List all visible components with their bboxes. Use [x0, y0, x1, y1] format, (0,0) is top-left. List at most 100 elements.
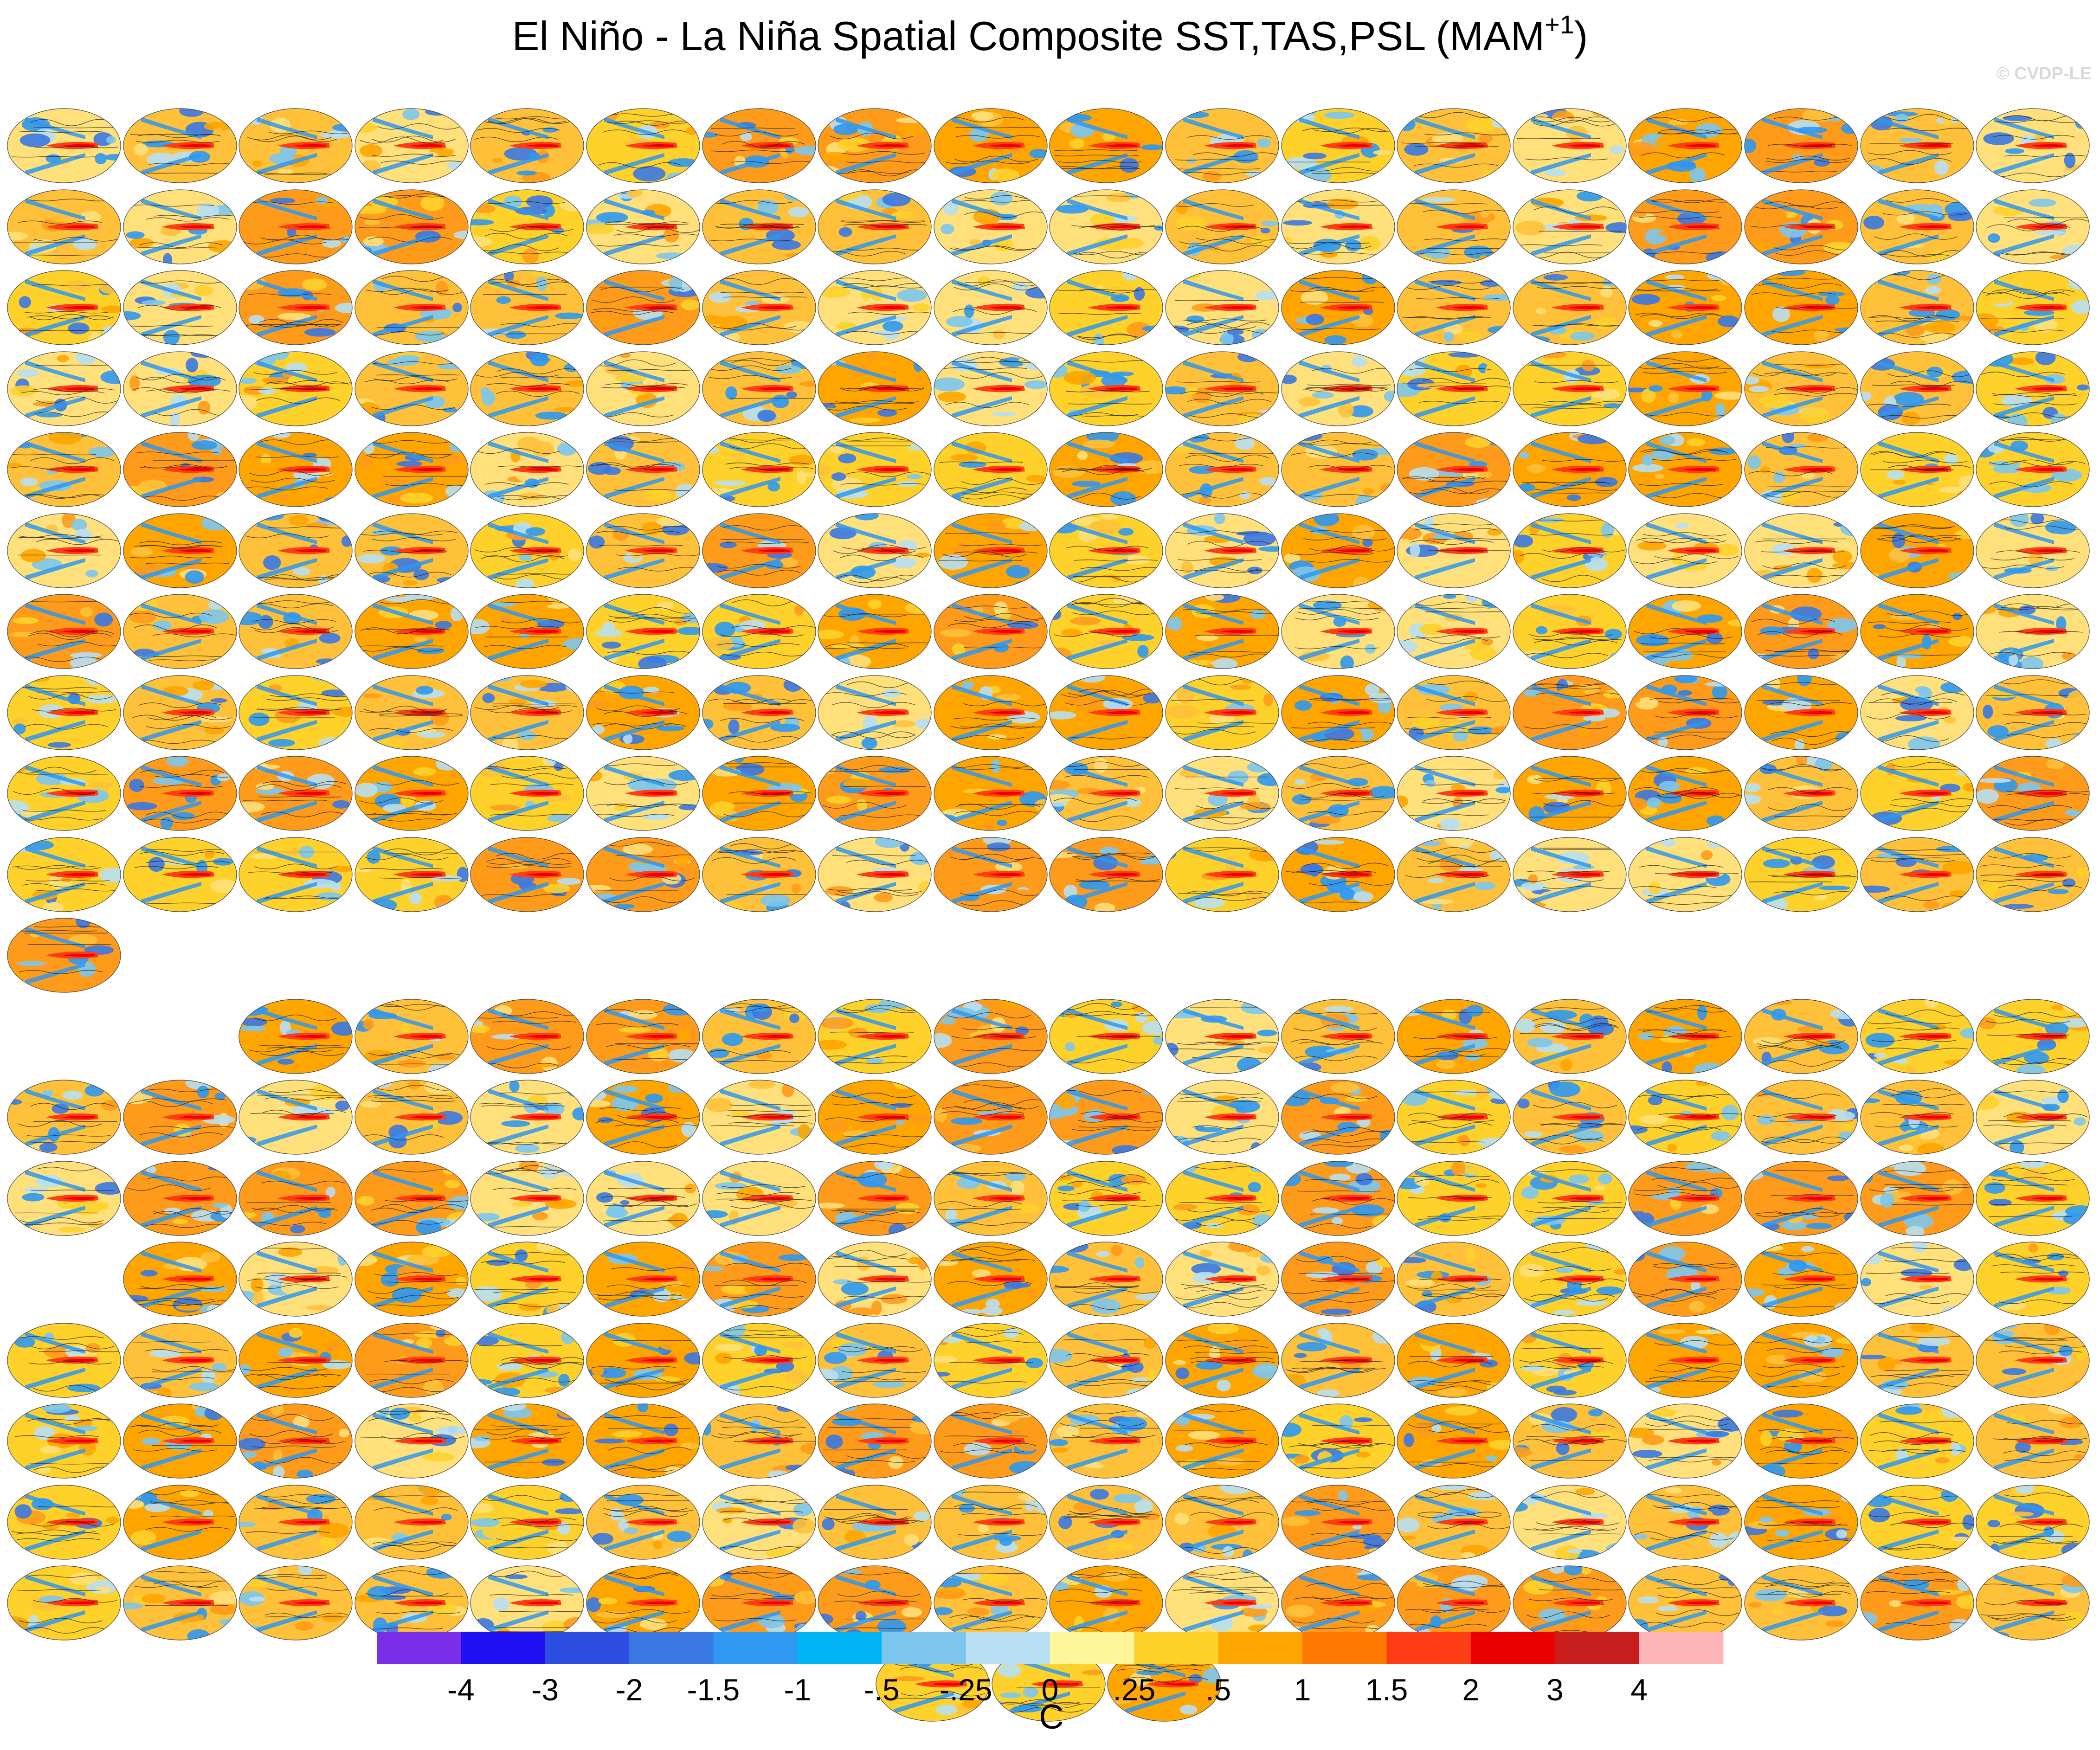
map-panel [1281, 265, 1396, 347]
map-thumbnail [586, 998, 700, 1074]
map-thumbnail [354, 594, 469, 669]
map-panel [586, 1074, 701, 1157]
map-panel [238, 1074, 353, 1157]
map-panel [470, 832, 585, 914]
figure-title-text: El Niño - La Niña Spatial Composite SST,… [512, 13, 1545, 59]
map-thumbnail [1281, 998, 1395, 1074]
map-panel [238, 427, 353, 509]
map-thumbnail [702, 432, 816, 507]
map-thumbnail [818, 675, 932, 750]
map-thumbnail [238, 351, 353, 426]
map-thumbnail [354, 836, 469, 912]
map-panel [1860, 589, 1975, 671]
map-thumbnail [7, 513, 121, 588]
map-panel [354, 265, 469, 347]
map-panel [1628, 508, 1743, 591]
map-thumbnail [1513, 836, 1627, 912]
map-panel [702, 1074, 817, 1157]
map-thumbnail [1860, 189, 1974, 264]
map-panel [817, 508, 932, 591]
map-panel [354, 751, 469, 833]
figure-title-close: ) [1574, 13, 1588, 59]
map-panel [238, 508, 353, 591]
map-thumbnail [1976, 351, 2090, 426]
map-panel [1628, 670, 1743, 753]
map-panel [470, 346, 585, 429]
map-panel [1049, 265, 1164, 347]
map-thumbnail [702, 836, 816, 912]
map-panel [1049, 508, 1164, 591]
map-panel [702, 1236, 817, 1319]
map-thumbnail [1281, 270, 1395, 345]
colorbar-tick-label: 1.5 [1366, 1673, 1408, 1707]
map-thumbnail [354, 189, 469, 264]
map-thumbnail [1744, 594, 1858, 669]
map-panel [1860, 994, 1975, 1076]
map-thumbnail [238, 270, 353, 345]
map-thumbnail [1744, 513, 1858, 588]
map-panel [933, 346, 1048, 429]
map-thumbnail [818, 1080, 932, 1155]
map-thumbnail [122, 432, 237, 507]
map-panel [1512, 346, 1627, 429]
map-panel [470, 508, 585, 591]
map-thumbnail [1281, 513, 1395, 588]
map-panel [470, 670, 585, 753]
map-panel [1165, 184, 1280, 267]
map-panel [702, 346, 817, 429]
map-panel [1744, 994, 1859, 1076]
map-panel [933, 1236, 1048, 1319]
map-thumbnail [470, 189, 584, 264]
map-thumbnail [1628, 756, 1742, 831]
map-thumbnail [470, 594, 584, 669]
map-thumbnail [1049, 836, 1163, 912]
map-panel [122, 103, 238, 186]
map-panel [1281, 508, 1396, 591]
map-panel [817, 265, 932, 347]
map-thumbnail [818, 189, 932, 264]
map-thumbnail [1513, 675, 1627, 750]
map-panel [1628, 346, 1743, 429]
map-panel [586, 751, 701, 833]
map-panel [1628, 184, 1743, 267]
colorbar-swatch [1050, 1632, 1134, 1664]
map-panel [702, 589, 817, 671]
watermark: © CVDP-LE [1996, 64, 2092, 84]
map-panel [122, 1236, 238, 1319]
map-thumbnail [1281, 432, 1395, 507]
map-panel [1628, 103, 1743, 186]
map-panel [1396, 103, 1511, 186]
map-thumbnail [7, 1160, 121, 1236]
colorbar-tick-label: 4 [1630, 1673, 1648, 1707]
colorbar-swatch [1555, 1632, 1640, 1664]
map-thumbnail [7, 756, 121, 831]
map-thumbnail [238, 756, 353, 831]
map-thumbnail [1165, 836, 1279, 912]
map-panel [122, 1156, 238, 1238]
map-panel [1165, 1156, 1280, 1238]
map-thumbnail [354, 513, 469, 588]
map-panel [1049, 751, 1164, 833]
map-panel [1049, 427, 1164, 509]
map-panel [1975, 832, 2090, 914]
map-thumbnail [122, 513, 237, 588]
map-thumbnail [586, 108, 700, 183]
map-panel [1860, 103, 1975, 186]
map-panel [702, 832, 817, 914]
map-thumbnail [238, 998, 353, 1074]
map-panel [1744, 751, 1859, 833]
map-thumbnail [934, 351, 1048, 426]
map-thumbnail [1165, 594, 1279, 669]
map-thumbnail [122, 1160, 237, 1236]
map-panel [1049, 670, 1164, 753]
map-panel [702, 1156, 817, 1238]
colorbar-tick-label: -4 [447, 1673, 475, 1707]
map-thumbnail [7, 351, 121, 426]
map-thumbnail [1976, 836, 2090, 912]
map-panel [1975, 670, 2090, 753]
map-panel [1281, 184, 1396, 267]
map-panel [817, 184, 932, 267]
map-thumbnail [1513, 108, 1627, 183]
map-panel [1049, 184, 1164, 267]
